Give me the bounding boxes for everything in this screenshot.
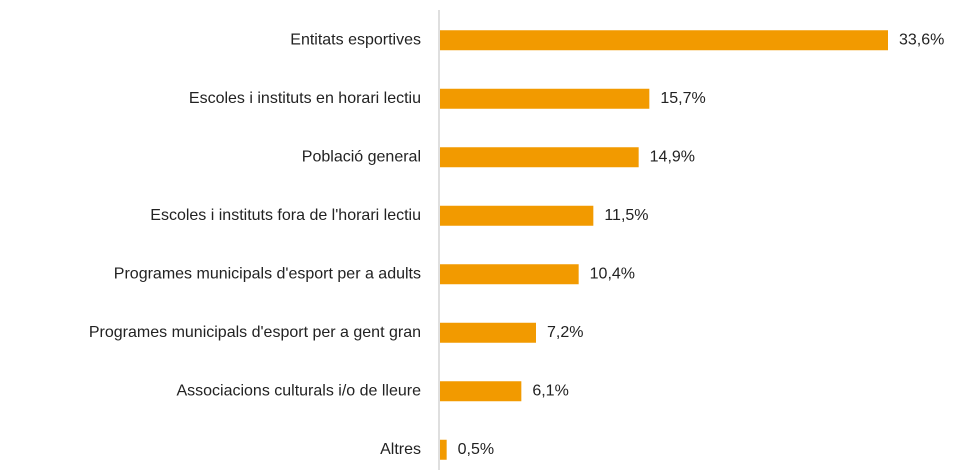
value-label: 10,4% xyxy=(590,265,635,282)
value-label: 7,2% xyxy=(547,324,583,341)
category-label: Població general xyxy=(302,148,421,165)
bar xyxy=(440,264,579,285)
bar xyxy=(440,322,536,343)
category-label: Escoles i instituts fora de l'horari lec… xyxy=(150,207,421,224)
category-label: Escoles i instituts en horari lectiu xyxy=(189,90,421,107)
value-label: 0,5% xyxy=(458,441,494,458)
category-label: Programes municipals d'esport per a adul… xyxy=(114,265,421,282)
value-label: 33,6% xyxy=(899,31,944,48)
bar xyxy=(440,381,522,402)
bar xyxy=(440,205,594,226)
bar xyxy=(440,147,639,168)
value-label: 15,7% xyxy=(660,90,705,107)
category-label: Associacions culturals i/o de lleure xyxy=(176,382,421,399)
category-label: Programes municipals d'esport per a gent… xyxy=(89,324,421,341)
bar xyxy=(440,439,447,460)
value-label: 6,1% xyxy=(532,382,568,399)
category-label: Altres xyxy=(380,441,421,458)
bar xyxy=(440,88,650,109)
value-label: 11,5% xyxy=(604,207,648,224)
value-label: 14,9% xyxy=(650,148,695,165)
bar xyxy=(440,30,888,51)
category-label: Entitats esportives xyxy=(290,31,421,48)
